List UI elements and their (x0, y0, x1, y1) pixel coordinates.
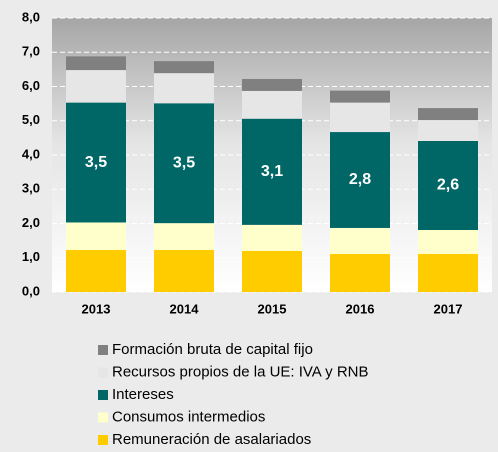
x-tick-label: 2014 (170, 301, 200, 316)
bar-segment (66, 222, 126, 250)
bar-segment (154, 103, 214, 224)
legend-swatch (98, 435, 108, 445)
legend-swatch (98, 367, 108, 378)
y-tick-label: 8,0 (22, 9, 40, 24)
value-label: 3,1 (261, 163, 283, 180)
x-tick-label: 2017 (434, 301, 463, 316)
legend-label: Remuneración de asalariados (112, 431, 311, 448)
bar-segment (418, 253, 478, 292)
bar-segment (418, 140, 478, 231)
bar-segment (154, 223, 214, 250)
bar-segment (330, 227, 390, 254)
bar-segment (66, 102, 126, 223)
value-label: 3,5 (85, 154, 107, 171)
legend-label: Formación bruta de capital fijo (112, 341, 313, 358)
bar-segment (330, 102, 390, 133)
bar-segment (66, 70, 126, 103)
legend-swatch (98, 390, 108, 400)
y-tick-label: 4,0 (22, 146, 40, 161)
bar-segment (330, 90, 390, 103)
legend-label: Consumos intermedios (112, 408, 265, 425)
x-tick-label: 2016 (346, 301, 375, 316)
bar-segment (66, 56, 126, 71)
bar-segment (154, 73, 214, 104)
bar-segment (418, 230, 478, 254)
value-label: 2,8 (349, 171, 371, 188)
bar-segment (242, 118, 302, 225)
x-tick-label: 2015 (258, 301, 287, 316)
bar-segment (242, 78, 302, 91)
bar-segment (242, 224, 302, 251)
y-tick-label: 6,0 (22, 78, 40, 93)
legend-label: Intereses (112, 386, 174, 403)
bar-segment (330, 132, 390, 228)
legend-swatch (98, 345, 108, 355)
y-tick-label: 5,0 (22, 112, 40, 127)
bar-segment (242, 90, 302, 119)
bar-segment (242, 250, 302, 292)
value-label: 3,5 (173, 154, 195, 171)
bar-segment (418, 108, 478, 121)
legend-swatch (98, 412, 108, 423)
bar-segment (66, 249, 126, 292)
y-tick-label: 0,0 (22, 283, 40, 298)
bar-segment (154, 61, 214, 74)
legend-label: Recursos propios de la UE: IVA y RNB (112, 363, 369, 380)
y-tick-label: 7,0 (22, 44, 40, 59)
bar-segment (418, 120, 478, 141)
x-tick-label: 2013 (82, 301, 111, 316)
bar-segment (330, 253, 390, 292)
bar-segment (154, 249, 214, 292)
y-tick-label: 1,0 (22, 249, 40, 264)
value-label: 2,6 (437, 177, 459, 194)
y-tick-label: 2,0 (22, 215, 40, 230)
y-tick-label: 3,0 (22, 181, 40, 196)
